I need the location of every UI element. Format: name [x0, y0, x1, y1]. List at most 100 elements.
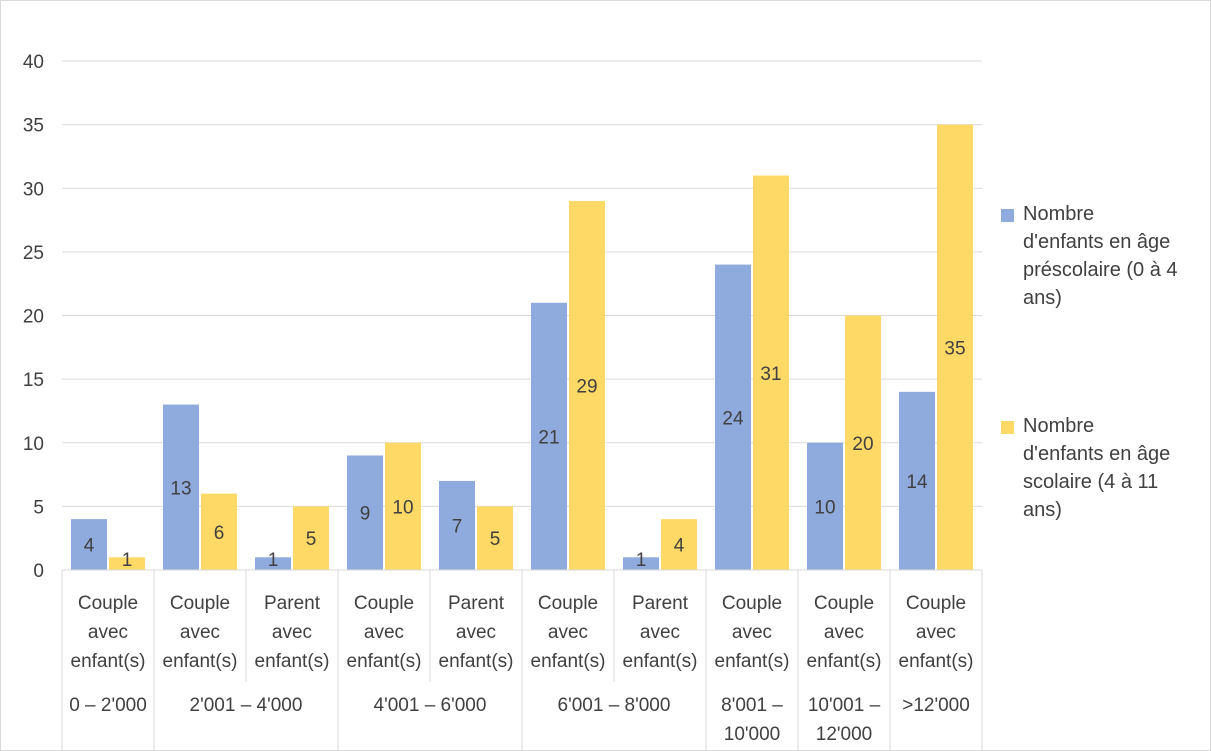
data-label: 29	[576, 376, 597, 397]
legend-text-line: préscolaire (0 à 4	[1023, 259, 1178, 281]
legend-label-school: Nombre d'enfants en âge scolaire (4 à 11 an…	[1023, 412, 1201, 524]
category-label: avec	[180, 622, 220, 643]
bar	[753, 175, 789, 570]
legend-text-line: d'enfants en âge	[1023, 443, 1171, 465]
data-label: 1	[122, 550, 133, 571]
category-label: Couple	[906, 593, 966, 614]
category-label: enfant(s)	[347, 651, 422, 672]
bar	[899, 391, 935, 570]
bar	[385, 442, 421, 570]
data-label: 14	[906, 472, 928, 493]
category-label: Couple	[78, 593, 138, 614]
legend-item-preschool: Nombre d'enfants en âge préscolaire (0 à 4…	[1001, 200, 1201, 312]
category-label: Parent	[448, 593, 505, 614]
bar	[293, 506, 329, 570]
y-tick-label: 0	[33, 561, 44, 582]
bar	[715, 264, 751, 570]
legend-text-line: d'enfants en âge	[1023, 231, 1171, 253]
category-label: Couple	[722, 593, 782, 614]
y-tick-label: 30	[23, 179, 44, 200]
y-tick-label: 20	[23, 307, 44, 328]
y-tick-label: 5	[33, 497, 44, 518]
data-label: 10	[392, 497, 413, 518]
legend-text-line: Nombre	[1023, 203, 1095, 225]
category-label: enfant(s)	[623, 651, 698, 672]
data-label: 21	[538, 427, 559, 448]
category-label: Couple	[538, 593, 598, 614]
data-label: 10	[814, 497, 835, 518]
legend-text-line: ans)	[1023, 499, 1062, 521]
legend-label-preschool: Nombre d'enfants en âge préscolaire (0 à 4…	[1023, 200, 1201, 312]
category-label: Parent	[632, 593, 689, 614]
y-tick-label: 15	[23, 370, 44, 391]
category-label: avec	[272, 622, 312, 643]
category-label: enfant(s)	[531, 651, 606, 672]
group-label: 6'001 – 8'000	[558, 695, 671, 716]
bar	[531, 302, 567, 570]
legend-swatch-school	[1001, 421, 1014, 434]
bar	[937, 124, 973, 570]
group-label: >12'000	[902, 695, 970, 716]
category-label: avec	[364, 622, 404, 643]
category-label: avec	[456, 622, 496, 643]
data-label: 31	[760, 364, 781, 385]
bar	[623, 557, 659, 570]
category-label: avec	[88, 622, 128, 643]
category-label: enfant(s)	[899, 651, 974, 672]
legend-text-line: Nombre	[1023, 415, 1095, 437]
data-label: 4	[84, 536, 95, 557]
category-label: enfant(s)	[439, 651, 514, 672]
group-label: 10'001 –	[808, 695, 881, 716]
category-label: Couple	[814, 593, 874, 614]
bar	[439, 480, 475, 570]
category-label: enfant(s)	[255, 651, 330, 672]
data-label: 24	[722, 408, 744, 429]
bar	[163, 404, 199, 570]
data-label: 4	[674, 536, 685, 557]
category-label: avec	[824, 622, 864, 643]
bar	[255, 557, 291, 570]
group-label: 2'001 – 4'000	[190, 695, 303, 716]
legend-swatch-preschool	[1001, 209, 1014, 222]
legend-text-line: ans)	[1023, 287, 1062, 309]
y-tick-label: 25	[23, 243, 44, 264]
bar	[71, 519, 107, 570]
data-label: 35	[944, 338, 965, 359]
category-label: enfant(s)	[71, 651, 146, 672]
y-tick-label: 40	[23, 52, 44, 73]
group-label: 8'001 –	[721, 695, 783, 716]
legend-item-school: Nombre d'enfants en âge scolaire (4 à 11 an…	[1001, 412, 1201, 524]
group-label: 12'000	[816, 724, 872, 745]
category-label: Couple	[170, 593, 230, 614]
category-label: enfant(s)	[715, 651, 790, 672]
data-label: 20	[852, 434, 873, 455]
data-label: 6	[214, 523, 225, 544]
group-label: 10'000	[724, 724, 780, 745]
bar	[201, 493, 237, 570]
bar	[845, 315, 881, 570]
category-label: Couple	[354, 593, 414, 614]
data-label: 9	[360, 504, 371, 525]
category-label: avec	[548, 622, 588, 643]
bar	[347, 455, 383, 570]
bar	[477, 506, 513, 570]
data-label: 5	[306, 529, 317, 550]
category-label: avec	[640, 622, 680, 643]
group-label: 0 – 2'000	[69, 695, 147, 716]
data-label: 5	[490, 529, 501, 550]
data-label: 1	[636, 550, 647, 571]
data-label: 7	[452, 516, 463, 537]
y-tick-label: 10	[23, 434, 44, 455]
data-label: 1	[268, 550, 279, 571]
bar	[569, 200, 605, 570]
data-label: 13	[170, 478, 191, 499]
y-tick-label: 35	[23, 116, 44, 137]
bar	[661, 519, 697, 570]
category-label: Parent	[264, 593, 321, 614]
category-label: enfant(s)	[163, 651, 238, 672]
bar	[807, 442, 843, 570]
category-label: avec	[732, 622, 772, 643]
bar	[109, 557, 145, 570]
